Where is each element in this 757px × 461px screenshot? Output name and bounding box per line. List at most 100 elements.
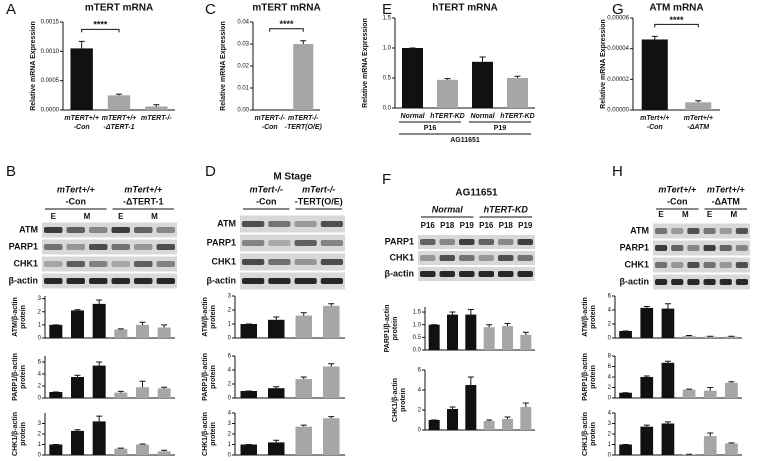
blot-band bbox=[268, 278, 291, 284]
error-bar bbox=[643, 375, 650, 377]
blot-group-label: mTert+/+ bbox=[124, 184, 162, 194]
blot-row-label: ATM bbox=[19, 224, 38, 234]
y-tick-label: 0.00 bbox=[237, 108, 249, 114]
blot-row-label: CHK1 bbox=[624, 259, 649, 269]
error-bar bbox=[522, 331, 529, 335]
blot-group-label: mTert+/+ bbox=[658, 184, 696, 194]
lane-label: P18 bbox=[440, 221, 455, 230]
significance-bracket bbox=[81, 28, 120, 33]
lane-label: E bbox=[707, 210, 713, 219]
blot-band bbox=[498, 271, 514, 277]
blot-band bbox=[320, 259, 343, 265]
bar bbox=[472, 61, 493, 108]
bar bbox=[268, 442, 285, 455]
significance-label: **** bbox=[93, 20, 108, 30]
blot-row-label: ATM bbox=[630, 225, 649, 235]
bar bbox=[502, 325, 513, 350]
bar bbox=[71, 377, 84, 398]
blot-strip bbox=[418, 251, 535, 265]
group-label: P19 bbox=[494, 125, 507, 132]
bar bbox=[402, 48, 423, 108]
error-bar bbox=[78, 40, 85, 49]
blot-band bbox=[735, 245, 748, 251]
blot-group-label: -Con bbox=[256, 196, 277, 206]
panel-letter: C bbox=[205, 1, 216, 18]
bar bbox=[703, 390, 717, 398]
x-tick-label: -ΔTERT-1 bbox=[103, 124, 134, 131]
bar bbox=[145, 106, 168, 110]
error-bar bbox=[117, 390, 124, 393]
bar bbox=[295, 426, 312, 455]
blot-strip bbox=[653, 257, 750, 273]
bar bbox=[520, 334, 532, 350]
chart-title: mTERT mRNA bbox=[85, 3, 153, 14]
blot-band bbox=[735, 262, 748, 268]
y-tick-label: 0.00000 bbox=[607, 108, 629, 114]
blot-band bbox=[459, 271, 475, 277]
blot-band bbox=[320, 221, 343, 227]
lane-label: P16 bbox=[479, 221, 494, 230]
x-tick-label: -Con bbox=[74, 124, 90, 131]
error-bar bbox=[96, 299, 103, 304]
bar bbox=[619, 444, 632, 455]
y-tick-label: 4 bbox=[608, 411, 612, 417]
error-bar bbox=[117, 328, 124, 330]
blot-strip bbox=[653, 223, 750, 239]
blot-row-label: CHK1 bbox=[211, 256, 236, 266]
blot-strip bbox=[418, 235, 535, 249]
bar bbox=[157, 388, 171, 398]
x-tick-label: hTERT-KD bbox=[430, 113, 464, 120]
blot-group-label: mTert-/- bbox=[250, 184, 283, 194]
bar bbox=[661, 362, 675, 398]
blot-strip bbox=[418, 267, 535, 281]
error-bar bbox=[664, 360, 671, 363]
lane-label: E bbox=[658, 210, 664, 219]
blot-band bbox=[719, 279, 732, 285]
blot-band bbox=[44, 261, 63, 267]
blot-group-label: mTert-/- bbox=[302, 184, 335, 194]
y-tick-label: 3 bbox=[608, 421, 612, 427]
blot-band bbox=[655, 279, 668, 285]
y-tick-label: 8 bbox=[608, 354, 612, 360]
y-tick-label: 0 bbox=[418, 428, 422, 434]
blot-band bbox=[439, 239, 455, 245]
y-tick-label: 4 bbox=[608, 375, 612, 381]
x-tick-label: Normal bbox=[400, 113, 425, 120]
y-tick-label: 2 bbox=[228, 432, 232, 438]
y-axis-label: protein bbox=[20, 422, 27, 446]
blot-band bbox=[89, 278, 108, 284]
blot-band bbox=[735, 279, 748, 285]
error-bar bbox=[139, 321, 146, 325]
blot-band bbox=[703, 279, 716, 285]
y-axis-label: protein bbox=[210, 305, 217, 329]
y-tick-label: 1.0 bbox=[383, 46, 392, 52]
blot-band bbox=[242, 240, 265, 246]
blot-row-label: β-actin bbox=[385, 268, 415, 278]
blot-band bbox=[66, 227, 85, 233]
y-tick-label: 0.0005 bbox=[41, 78, 60, 84]
x-tick-label: mTERT-/- bbox=[254, 115, 285, 122]
lane-label: P19 bbox=[518, 221, 533, 230]
error-bar bbox=[153, 104, 160, 107]
y-axis-label: CHK1/β-actin bbox=[202, 412, 209, 456]
blot-band bbox=[294, 278, 317, 284]
y-tick-label: 0.02 bbox=[237, 64, 249, 70]
bar bbox=[92, 365, 106, 398]
x-tick-label: -Con bbox=[647, 124, 663, 131]
y-axis-label: Relative mRNA Expression bbox=[30, 21, 37, 111]
error-bar bbox=[74, 309, 81, 311]
blot-strip bbox=[653, 240, 750, 256]
error-bar bbox=[328, 363, 335, 367]
blot-band bbox=[89, 244, 108, 250]
y-axis-label: PARP1/β-actin bbox=[384, 305, 391, 353]
y-axis-label: protein bbox=[210, 422, 217, 446]
blot-strip bbox=[240, 272, 345, 290]
error-bar bbox=[728, 381, 735, 383]
error-bar bbox=[300, 376, 307, 380]
bar bbox=[428, 420, 440, 430]
y-tick-label: 0.00002 bbox=[607, 77, 629, 83]
blot-band bbox=[703, 228, 716, 234]
y-axis-label: protein bbox=[590, 365, 597, 389]
error-bar bbox=[139, 380, 146, 388]
